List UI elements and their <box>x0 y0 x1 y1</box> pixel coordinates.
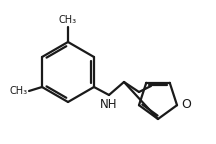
Text: NH: NH <box>100 98 118 111</box>
Text: O: O <box>181 98 191 111</box>
Text: CH₃: CH₃ <box>59 15 77 25</box>
Text: CH₃: CH₃ <box>10 86 28 96</box>
